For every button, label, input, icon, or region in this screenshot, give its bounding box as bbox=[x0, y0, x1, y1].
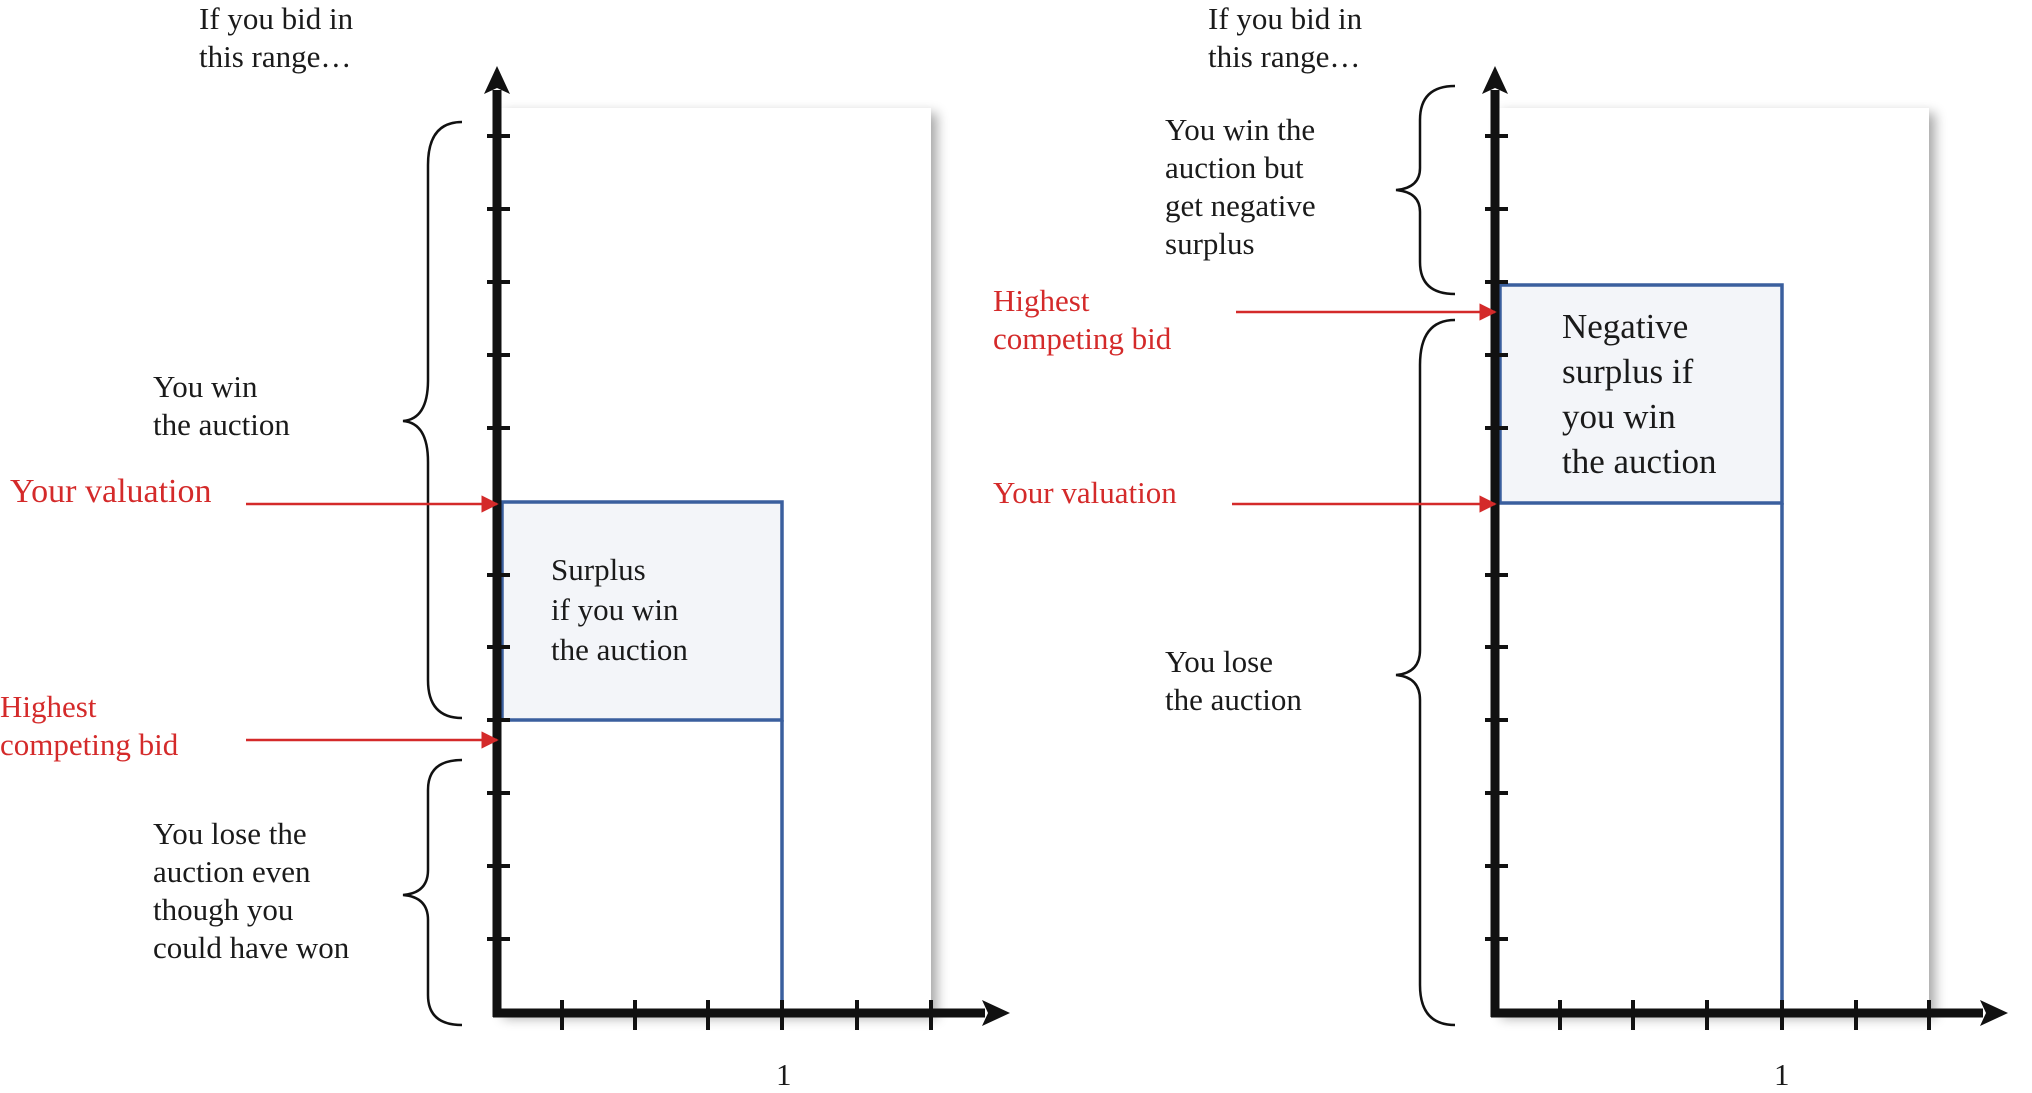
right-panel bbox=[1232, 66, 2008, 1030]
right-win-brace bbox=[1395, 84, 1456, 296]
right-your-valuation-label: Your valuation bbox=[993, 475, 1177, 510]
left-x-ticks bbox=[560, 1000, 933, 1030]
right-y-axis-arrowhead bbox=[1482, 66, 1508, 94]
right-x-axis-arrowhead bbox=[1980, 1000, 2008, 1026]
left-surplus-box bbox=[500, 500, 784, 722]
left-highest-bid-label: Highest competing bid bbox=[0, 689, 179, 762]
left-x-axis-arrowhead bbox=[982, 1000, 1010, 1026]
left-range-header: If you bid in this range… bbox=[199, 1, 354, 74]
right-lose-label: You lose the auction bbox=[1165, 644, 1302, 717]
left-win-label: You win the auction bbox=[153, 369, 290, 442]
left-y-axis-arrowhead bbox=[484, 66, 510, 94]
left-lose-brace bbox=[402, 758, 463, 1027]
right-highest-bid-label: Highest competing bid bbox=[993, 283, 1172, 356]
left-x-tick-label-1: 1 bbox=[776, 1057, 792, 1092]
left-lose-label: You lose the auction even though you cou… bbox=[153, 816, 350, 965]
right-negative-surplus-label: Negative surplus if you win the auction bbox=[1562, 307, 1717, 481]
right-x-tick-label-1: 1 bbox=[1774, 1057, 1790, 1092]
left-surplus-label: Surplus if you win the auction bbox=[551, 552, 688, 667]
right-x-ticks bbox=[1558, 1000, 1931, 1030]
left-panel bbox=[246, 66, 1010, 1030]
right-win-label: You win the auction but get negative sur… bbox=[1165, 112, 1316, 261]
left-win-brace bbox=[402, 120, 463, 720]
right-plot-area bbox=[1495, 108, 1929, 1013]
left-your-valuation-label: Your valuation bbox=[10, 473, 212, 510]
left-y-ticks bbox=[487, 134, 510, 941]
right-lose-brace bbox=[1395, 318, 1456, 1027]
right-negative-surplus-box bbox=[1498, 283, 1784, 505]
right-y-ticks bbox=[1485, 134, 1508, 941]
right-range-header: If you bid in this range… bbox=[1208, 1, 1363, 74]
